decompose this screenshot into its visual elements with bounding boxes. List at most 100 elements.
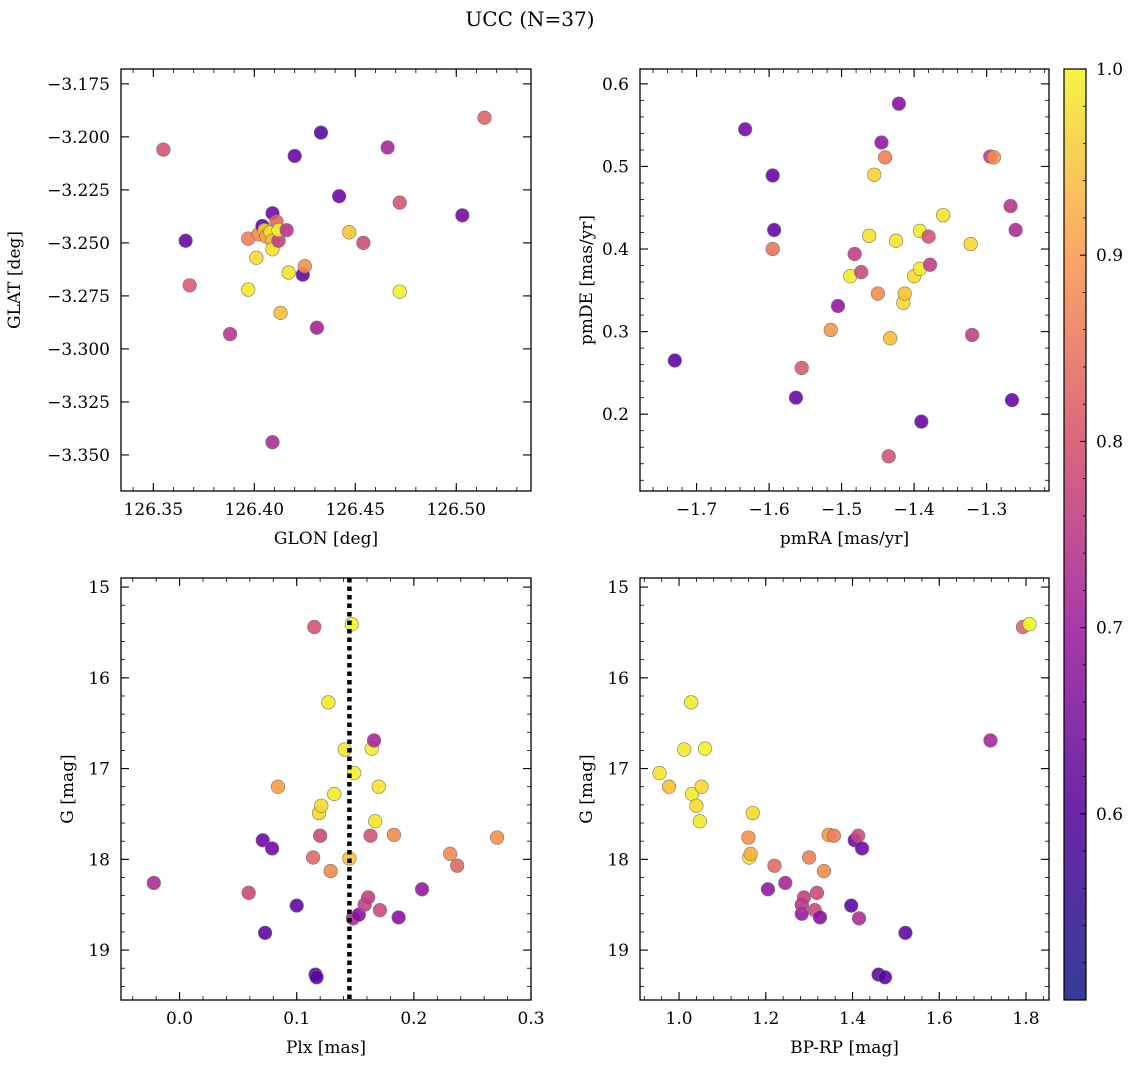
data-point (392, 195, 407, 210)
data-point (874, 135, 889, 150)
data-point (830, 298, 846, 314)
x-tick-label: −1.3 (966, 500, 1007, 520)
data-point (851, 828, 866, 843)
data-point (867, 167, 882, 182)
data-point (289, 898, 304, 913)
data-point (765, 168, 780, 183)
data-point (287, 148, 302, 164)
data-point (279, 223, 294, 238)
data-point (241, 885, 256, 901)
x-tick-label: 126.50 (427, 500, 486, 520)
data-point (921, 229, 936, 244)
data-point (888, 233, 904, 248)
data-point (692, 814, 707, 829)
data-point (765, 241, 780, 257)
panel-top-right: −1.7 −1.6 −1.5 −1.4 −1.3 0.2 0.3 0.4 0.5 0.6 pmRA … (577, 68, 1050, 549)
data-point (897, 286, 912, 301)
scatter-points (652, 617, 1037, 985)
y-tick-label: −3.325 (47, 393, 110, 413)
x-axis-label: Plx [mas] (286, 1038, 366, 1058)
colorbar-tick-label: 0.7 (1096, 619, 1123, 639)
data-point (936, 208, 951, 223)
data-point (1003, 198, 1018, 214)
data-point (314, 798, 329, 813)
data-point (689, 798, 704, 813)
data-point (667, 353, 682, 368)
data-point (898, 925, 913, 940)
y-tick-label: 17 (88, 760, 110, 780)
data-point (652, 766, 667, 781)
data-point (796, 890, 812, 905)
data-point (788, 390, 804, 405)
panel-bottom-right: 1.0 1.2 1.4 1.6 1.8 15 16 17 18 19 BP-RP [mag] G [m… (577, 577, 1050, 1058)
data-point (963, 236, 978, 252)
y-tick-label: 16 (88, 669, 110, 689)
panel-top-left: 126.35 126.40 126.45 126.50 −3.175 −3.200 −3.2… (5, 68, 532, 549)
panel-frame (120, 68, 532, 492)
data-point (455, 208, 470, 223)
data-point (443, 846, 458, 861)
x-tick-label: 1.6 (926, 1009, 953, 1029)
y-tick-label: −3.225 (47, 181, 110, 201)
x-tick-label: 0.1 (283, 1009, 310, 1029)
data-point (392, 284, 407, 299)
y-tick-label: 0.6 (602, 75, 629, 95)
data-point (297, 259, 312, 274)
data-point (809, 885, 825, 901)
data-point (391, 910, 406, 925)
data-point (356, 235, 371, 250)
data-point (182, 278, 197, 293)
y-tick-label: 19 (607, 941, 629, 961)
data-point (851, 911, 867, 926)
y-tick-label: 0.3 (602, 323, 629, 343)
y-tick-label: 15 (607, 578, 629, 598)
figure-title: UCC (N=37) (465, 7, 594, 31)
x-tick-label: 126.35 (124, 500, 183, 520)
scatter-points (667, 96, 1023, 464)
y-tick-label: 17 (607, 760, 629, 780)
data-point (309, 970, 324, 985)
panel-frame (120, 577, 532, 1001)
x-tick-label: −1.4 (893, 500, 934, 520)
y-tick-label: 0.2 (602, 405, 629, 425)
data-point (794, 360, 809, 376)
data-point (778, 875, 793, 891)
data-point (489, 830, 505, 845)
colorbar-tick-label: 0.8 (1096, 432, 1123, 452)
x-tick-label: 0.2 (400, 1009, 427, 1029)
data-point (877, 970, 893, 985)
y-tick-label: −3.200 (47, 128, 110, 148)
y-tick-label: 18 (88, 850, 110, 870)
data-point (306, 850, 321, 865)
y-tick-label: −3.175 (47, 75, 110, 95)
data-point (257, 925, 273, 940)
data-point (677, 742, 692, 757)
y-tick-label: 15 (88, 578, 110, 598)
x-tick-label: 1.0 (666, 1009, 693, 1029)
x-tick-label: 1.2 (752, 1009, 779, 1029)
data-point (307, 619, 322, 635)
data-point (372, 903, 387, 918)
data-point (738, 122, 753, 137)
x-tick-label: 126.45 (326, 500, 385, 520)
x-tick-label: −1.7 (676, 500, 717, 520)
data-point (854, 265, 869, 280)
y-tick-label: 0.4 (602, 240, 629, 260)
data-point (222, 326, 238, 342)
x-tick-label: −1.5 (821, 500, 862, 520)
panel-frame (639, 577, 1050, 1001)
data-point (281, 265, 296, 280)
x-axis-label: pmRA [mas/yr] (780, 529, 909, 549)
data-point (178, 233, 193, 248)
y-tick-label: 18 (607, 850, 629, 870)
data-point (309, 320, 325, 335)
data-point (414, 882, 430, 897)
data-point (741, 830, 756, 845)
data-point (826, 828, 841, 843)
data-point (823, 322, 838, 338)
data-point (368, 814, 383, 829)
colorbar-tick-label: 0.6 (1096, 805, 1123, 825)
colorbar-gradient (1063, 68, 1087, 1001)
data-point (313, 828, 328, 843)
